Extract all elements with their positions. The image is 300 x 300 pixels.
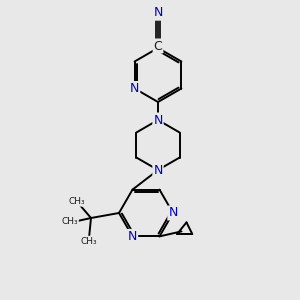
Text: N: N [168, 206, 178, 220]
Text: CH₃: CH₃ [81, 236, 98, 245]
Text: CH₃: CH₃ [61, 217, 78, 226]
Text: N: N [153, 113, 163, 127]
Text: N: N [153, 164, 163, 176]
Text: N: N [128, 230, 137, 243]
Text: C: C [154, 40, 162, 52]
Text: CH₃: CH₃ [69, 197, 85, 206]
Text: N: N [130, 82, 139, 95]
Text: N: N [153, 7, 163, 20]
